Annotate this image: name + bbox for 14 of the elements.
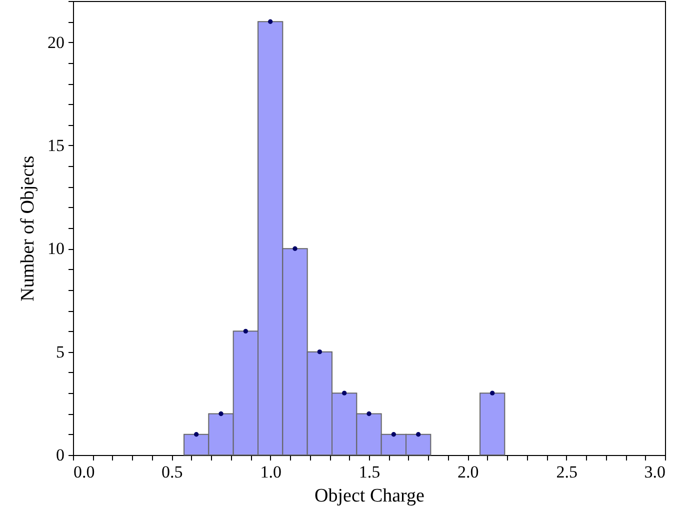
x-tick-label: 1.5 xyxy=(358,462,380,482)
x-tick-label: 1.0 xyxy=(260,462,282,482)
x-tick-label: 3.0 xyxy=(644,462,666,482)
y-tick-label: 5 xyxy=(56,342,64,362)
y-tick-label: 15 xyxy=(48,136,64,155)
x-tick-label: 0.5 xyxy=(162,462,183,482)
x-tick-label: 2.5 xyxy=(556,462,578,482)
x-tick-label: 0.0 xyxy=(74,462,95,482)
y-tick-label: 20 xyxy=(48,32,64,52)
y-tick-label: 0 xyxy=(56,446,64,464)
x-axis-title: Object Charge xyxy=(314,486,424,506)
y-axis-title: Number of Objects xyxy=(18,156,38,302)
y-tick-label: 10 xyxy=(48,239,64,258)
x-tick-label: 2.0 xyxy=(458,462,479,482)
